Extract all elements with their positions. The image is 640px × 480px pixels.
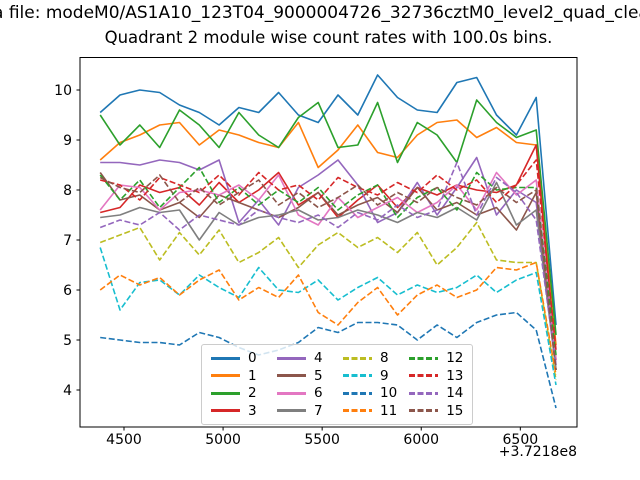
- series-line-2: [99, 99, 557, 336]
- y-tick-label: 4: [63, 383, 72, 399]
- legend-line-sample: [409, 391, 439, 395]
- legend-entry-3: 3: [211, 403, 265, 419]
- x-tick-label: 6500: [503, 432, 539, 448]
- y-tick-label: 10: [54, 83, 72, 99]
- series-line-13: [100, 159, 557, 351]
- legend-line-sample: [211, 409, 240, 413]
- legend-line-sample: [277, 409, 306, 413]
- series-line-14: [99, 161, 557, 366]
- series-line-8: [99, 221, 557, 381]
- legend-line-sample: [211, 356, 240, 360]
- legend-line-sample: [277, 391, 306, 395]
- legend-line-sample: [343, 409, 372, 413]
- legend-entry-12: 12: [409, 350, 463, 366]
- legend-label: 10: [380, 385, 398, 402]
- legend-entry-8: 8: [343, 350, 397, 366]
- legend-entry-4: 4: [277, 350, 331, 366]
- legend-entry-2: 2: [211, 385, 265, 401]
- legend-entry-0: 0: [211, 350, 265, 366]
- legend-entry-1: 1: [211, 368, 265, 384]
- legend: 0 1 2 3 4 5 6 7 8 9 10 11 12 13 14 15: [201, 344, 474, 425]
- legend-label: 3: [248, 402, 257, 419]
- legend-line-sample: [409, 356, 439, 360]
- legend-label: 0: [248, 350, 257, 367]
- legend-label: 8: [380, 350, 389, 367]
- legend-entry-11: 11: [343, 403, 397, 419]
- legend-line-sample: [277, 356, 306, 360]
- legend-line-sample: [343, 356, 372, 360]
- axes-title: Quadrant 2 module wise count rates with …: [104, 28, 553, 47]
- legend-line-sample: [343, 374, 372, 378]
- y-tick-label: 7: [63, 233, 72, 249]
- legend-entry-7: 7: [277, 403, 331, 419]
- legend-entry-14: 14: [409, 385, 463, 401]
- y-tick-label: 5: [63, 333, 72, 349]
- legend-entry-15: 15: [409, 403, 463, 419]
- legend-line-sample: [343, 391, 372, 395]
- legend-line-sample: [409, 409, 439, 413]
- legend-line-sample: [277, 374, 306, 378]
- x-axis-offset-label: +3.7218e8: [498, 444, 577, 460]
- legend-label: 13: [446, 367, 464, 384]
- y-tick-label: 6: [63, 283, 72, 299]
- axes-spines: [79, 57, 578, 428]
- legend-label: 11: [380, 402, 398, 419]
- legend-line-sample: [211, 374, 240, 378]
- legend-entry-6: 6: [277, 385, 331, 401]
- x-tick-label: 4500: [106, 432, 142, 448]
- legend-entry-9: 9: [343, 368, 397, 384]
- y-tick-label: 8: [63, 183, 72, 199]
- legend-label: 9: [380, 367, 389, 384]
- x-tick-label: 5000: [205, 432, 241, 448]
- series-line-11: [99, 261, 557, 376]
- figure-title: a file: modeM0/AS1A10_123T04_9000004726_…: [0, 3, 640, 23]
- legend-line-sample: [211, 391, 240, 395]
- legend-label: 15: [446, 402, 464, 419]
- legend-label: 2: [248, 385, 257, 402]
- series-line-12: [99, 166, 557, 356]
- legend-label: 14: [446, 385, 464, 402]
- legend-entry-5: 5: [277, 368, 331, 384]
- series-line-0: [99, 74, 557, 326]
- series-line-4: [100, 156, 557, 366]
- legend-entry-13: 13: [409, 368, 463, 384]
- series-line-3: [100, 144, 557, 361]
- legend-label: 4: [314, 350, 323, 367]
- legend-line-sample: [409, 374, 439, 378]
- series-line-6: [99, 171, 557, 361]
- y-tick-label: 9: [63, 133, 72, 149]
- legend-entry-10: 10: [343, 385, 397, 401]
- series-line-1: [99, 119, 557, 346]
- legend-label: 6: [314, 385, 323, 402]
- legend-label: 7: [314, 402, 323, 419]
- legend-label: 1: [248, 367, 257, 384]
- series-line-10: [100, 311, 557, 409]
- series-line-15: [99, 174, 557, 371]
- legend-label: 12: [446, 350, 464, 367]
- x-tick-label: 6000: [403, 432, 439, 448]
- series-line-7: [100, 181, 557, 371]
- x-tick-label: 5500: [304, 432, 340, 448]
- legend-label: 5: [314, 367, 323, 384]
